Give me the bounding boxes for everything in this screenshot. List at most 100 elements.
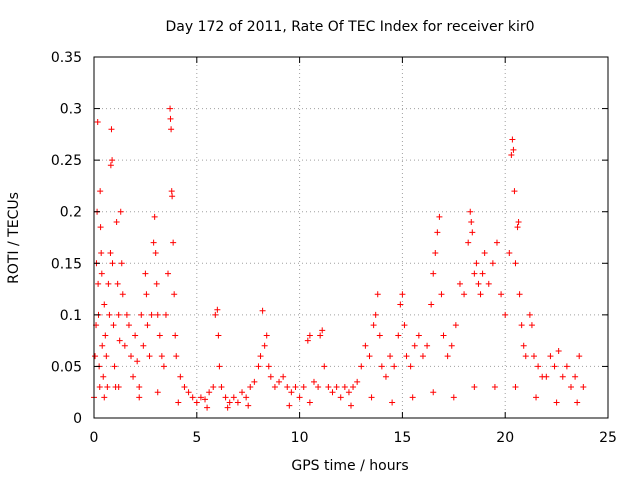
data-point: [181, 384, 188, 391]
data-point: [432, 249, 439, 256]
data-point: [245, 402, 252, 409]
data-point: [101, 301, 108, 308]
y-tick-label: 0.2: [60, 205, 82, 221]
data-point: [152, 249, 159, 256]
data-point: [518, 322, 525, 329]
data-point: [95, 280, 102, 287]
data-point: [151, 213, 158, 220]
data-point: [97, 188, 104, 195]
data-point: [306, 399, 313, 406]
data-point: [261, 342, 268, 349]
data-point: [109, 260, 116, 267]
data-point: [136, 394, 143, 401]
data-point: [171, 291, 178, 298]
data-point: [130, 373, 137, 380]
data-point: [485, 280, 492, 287]
data-point: [559, 373, 566, 380]
data-point: [341, 384, 348, 391]
data-point: [150, 239, 157, 246]
data-point: [138, 311, 145, 318]
data-point: [156, 332, 163, 339]
data-point: [105, 280, 112, 287]
data-point: [509, 136, 516, 143]
data-point: [510, 146, 517, 153]
data-point: [177, 373, 184, 380]
data-point: [304, 337, 311, 344]
data-point: [415, 332, 422, 339]
data-point: [189, 394, 196, 401]
data-point: [475, 280, 482, 287]
data-point: [239, 389, 246, 396]
data-point: [276, 378, 283, 385]
data-point: [428, 301, 435, 308]
data-point: [424, 342, 431, 349]
data-point: [226, 399, 233, 406]
data-point: [142, 270, 149, 277]
data-point: [350, 384, 357, 391]
data-point: [224, 404, 231, 411]
data-point: [358, 363, 365, 370]
data-point: [456, 280, 463, 287]
data-point: [132, 332, 139, 339]
data-point: [265, 363, 272, 370]
data-point: [348, 402, 354, 409]
data-point: [212, 311, 219, 318]
data-point: [530, 353, 537, 360]
data-point: [315, 384, 322, 391]
data-point: [362, 342, 369, 349]
data-point: [292, 384, 299, 391]
data-point: [168, 188, 175, 195]
data-point: [567, 384, 574, 391]
data-point: [397, 301, 404, 308]
data-point: [310, 378, 317, 385]
data-point: [516, 291, 523, 298]
y-tick-label: 0.25: [51, 153, 82, 169]
grid: [94, 57, 608, 418]
data-point: [107, 162, 114, 169]
data-point: [288, 389, 295, 396]
data-point: [368, 394, 375, 401]
data-point: [409, 394, 416, 401]
data-point: [553, 399, 560, 406]
data-point: [115, 384, 122, 391]
data-point: [526, 311, 533, 318]
data-point: [286, 402, 293, 409]
data-point: [543, 373, 550, 380]
data-point: [306, 332, 313, 339]
data-point: [395, 332, 402, 339]
data-point: [448, 342, 455, 349]
x-tick-label: 25: [599, 430, 617, 446]
data-point: [259, 307, 266, 314]
data-point: [94, 118, 101, 125]
y-tick-label: 0.3: [60, 102, 82, 118]
data-point: [300, 384, 307, 391]
data-point: [247, 384, 254, 391]
data-point: [102, 332, 109, 339]
data-point: [202, 396, 209, 403]
data-point: [222, 394, 229, 401]
data-point: [257, 353, 264, 360]
data-point: [111, 363, 118, 370]
data-point: [158, 353, 165, 360]
data-point: [572, 373, 579, 380]
data-point: [430, 270, 437, 277]
data-point: [197, 394, 204, 401]
data-point: [345, 389, 352, 396]
data-point: [140, 342, 147, 349]
data-point: [104, 384, 111, 391]
data-point: [471, 270, 478, 277]
data-point: [514, 224, 521, 231]
data-point: [296, 394, 303, 401]
data-point: [374, 291, 381, 298]
data-point: [325, 384, 332, 391]
data-point: [144, 322, 151, 329]
data-point: [555, 347, 562, 354]
x-tick-label: 10: [291, 430, 309, 446]
data-point: [401, 322, 408, 329]
data-point: [128, 353, 135, 360]
data-point: [117, 208, 124, 215]
data-point: [450, 394, 457, 401]
data-point: [419, 353, 426, 360]
data-point: [116, 337, 123, 344]
